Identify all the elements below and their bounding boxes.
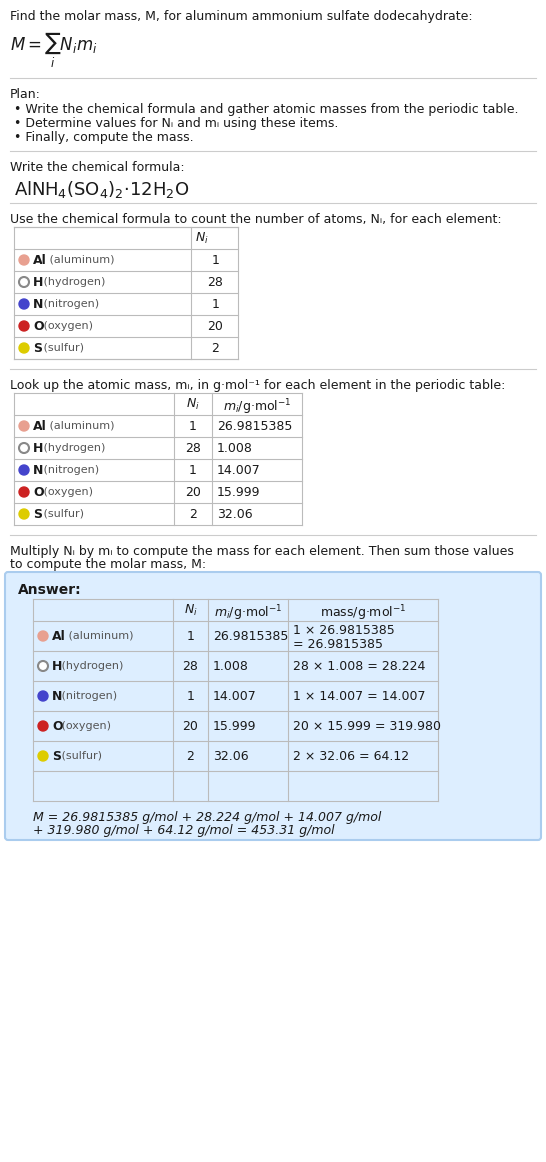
Text: Use the chemical formula to count the number of atoms, Nᵢ, for each element:: Use the chemical formula to count the nu… — [10, 213, 502, 225]
Text: = 26.9815385: = 26.9815385 — [293, 638, 383, 651]
Text: 20 × 15.999 = 319.980: 20 × 15.999 = 319.980 — [293, 719, 441, 732]
Circle shape — [38, 720, 48, 731]
Text: 28: 28 — [185, 442, 201, 454]
Text: (hydrogen): (hydrogen) — [39, 443, 105, 453]
Text: H: H — [33, 275, 43, 288]
Text: 1.008: 1.008 — [213, 660, 249, 673]
Text: S: S — [52, 749, 61, 762]
Text: 20: 20 — [207, 320, 223, 333]
Text: O: O — [33, 486, 44, 498]
Text: H: H — [52, 660, 62, 673]
Text: (nitrogen): (nitrogen) — [39, 465, 99, 475]
Text: Answer:: Answer: — [18, 583, 81, 597]
Text: N: N — [52, 689, 62, 703]
Text: 1: 1 — [187, 630, 194, 643]
Text: 1 × 26.9815385: 1 × 26.9815385 — [293, 624, 395, 638]
Text: (nitrogen): (nitrogen) — [39, 299, 99, 309]
Text: AlNH$_4$(SO$_4$)$_2$·12H$_2$O: AlNH$_4$(SO$_4$)$_2$·12H$_2$O — [14, 179, 189, 200]
Text: Al: Al — [52, 630, 66, 643]
Text: Al: Al — [33, 419, 47, 432]
Circle shape — [19, 465, 29, 475]
Text: 1: 1 — [189, 464, 197, 476]
Text: mass/g·mol$^{-1}$: mass/g·mol$^{-1}$ — [320, 603, 406, 623]
Text: • Determine values for Nᵢ and mᵢ using these items.: • Determine values for Nᵢ and mᵢ using t… — [14, 117, 339, 130]
Text: Multiply Nᵢ by mᵢ to compute the mass for each element. Then sum those values: Multiply Nᵢ by mᵢ to compute the mass fo… — [10, 545, 514, 558]
Text: (sulfur): (sulfur) — [58, 751, 103, 761]
Text: (sulfur): (sulfur) — [39, 509, 84, 519]
Text: 20: 20 — [182, 719, 198, 732]
Text: $M = \sum_i N_i m_i$: $M = \sum_i N_i m_i$ — [10, 30, 97, 70]
Text: 2: 2 — [187, 749, 194, 762]
Text: Al: Al — [33, 253, 47, 266]
Text: + 319.980 g/mol + 64.12 g/mol = 453.31 g/mol: + 319.980 g/mol + 64.12 g/mol = 453.31 g… — [33, 824, 335, 837]
Text: 28: 28 — [182, 660, 198, 673]
Text: 1: 1 — [187, 689, 194, 703]
Text: 2 × 32.06 = 64.12: 2 × 32.06 = 64.12 — [293, 749, 409, 762]
Text: 15.999: 15.999 — [217, 486, 260, 498]
Text: (oxygen): (oxygen) — [58, 720, 111, 731]
Text: 14.007: 14.007 — [217, 464, 261, 476]
Text: 32.06: 32.06 — [213, 749, 248, 762]
Circle shape — [19, 299, 29, 309]
Text: • Write the chemical formula and gather atomic masses from the periodic table.: • Write the chemical formula and gather … — [14, 103, 519, 116]
Circle shape — [19, 487, 29, 497]
Circle shape — [19, 321, 29, 331]
Text: 28: 28 — [207, 277, 223, 289]
Text: (hydrogen): (hydrogen) — [58, 661, 124, 670]
Text: S: S — [33, 508, 42, 521]
Text: 2: 2 — [189, 508, 197, 521]
Text: 20: 20 — [185, 486, 201, 498]
Text: to compute the molar mass, M:: to compute the molar mass, M: — [10, 558, 206, 571]
Text: N: N — [33, 297, 43, 310]
Text: 26.9815385: 26.9815385 — [217, 419, 292, 432]
Text: Look up the atomic mass, mᵢ, in g·mol⁻¹ for each element in the periodic table:: Look up the atomic mass, mᵢ, in g·mol⁻¹ … — [10, 379, 506, 392]
Circle shape — [38, 751, 48, 761]
Text: 14.007: 14.007 — [213, 689, 257, 703]
Circle shape — [19, 421, 29, 431]
Text: (nitrogen): (nitrogen) — [58, 691, 117, 701]
Text: (aluminum): (aluminum) — [46, 254, 115, 265]
Text: O: O — [33, 320, 44, 332]
Text: 1: 1 — [211, 254, 219, 267]
Circle shape — [38, 661, 48, 670]
Text: 1 × 14.007 = 14.007: 1 × 14.007 = 14.007 — [293, 689, 425, 703]
Text: 32.06: 32.06 — [217, 508, 253, 521]
Text: (sulfur): (sulfur) — [39, 343, 84, 353]
Text: $m_i$/g·mol$^{-1}$: $m_i$/g·mol$^{-1}$ — [223, 397, 291, 417]
Text: 1.008: 1.008 — [217, 442, 253, 454]
Text: O: O — [52, 719, 63, 732]
Text: 2: 2 — [211, 342, 219, 356]
Text: Write the chemical formula:: Write the chemical formula: — [10, 162, 185, 174]
Text: N: N — [33, 464, 43, 476]
Text: $m_i$/g·mol$^{-1}$: $m_i$/g·mol$^{-1}$ — [213, 603, 282, 623]
Text: • Finally, compute the mass.: • Finally, compute the mass. — [14, 131, 194, 144]
Text: S: S — [33, 342, 42, 354]
Text: (oxygen): (oxygen) — [39, 487, 92, 497]
Text: H: H — [33, 442, 43, 454]
Text: M = 26.9815385 g/mol + 28.224 g/mol + 14.007 g/mol: M = 26.9815385 g/mol + 28.224 g/mol + 14… — [33, 811, 381, 824]
Text: (aluminum): (aluminum) — [65, 631, 134, 641]
Text: $N_i$: $N_i$ — [195, 231, 209, 246]
FancyBboxPatch shape — [5, 572, 541, 840]
Text: (hydrogen): (hydrogen) — [39, 277, 105, 287]
Text: Plan:: Plan: — [10, 88, 41, 101]
Text: (oxygen): (oxygen) — [39, 321, 92, 331]
Text: 15.999: 15.999 — [213, 719, 257, 732]
Circle shape — [38, 631, 48, 641]
Text: $N_i$: $N_i$ — [186, 397, 200, 413]
Text: 26.9815385: 26.9815385 — [213, 630, 288, 643]
Circle shape — [19, 443, 29, 453]
Text: 1: 1 — [189, 419, 197, 432]
Text: $N_i$: $N_i$ — [183, 603, 197, 618]
Text: (aluminum): (aluminum) — [46, 421, 115, 431]
Circle shape — [19, 343, 29, 353]
Circle shape — [19, 254, 29, 265]
Text: 1: 1 — [211, 297, 219, 311]
Text: 28 × 1.008 = 28.224: 28 × 1.008 = 28.224 — [293, 660, 425, 673]
Circle shape — [19, 509, 29, 519]
Circle shape — [19, 277, 29, 287]
Text: Find the molar mass, M, for aluminum ammonium sulfate dodecahydrate:: Find the molar mass, M, for aluminum amm… — [10, 10, 473, 23]
Circle shape — [38, 691, 48, 701]
